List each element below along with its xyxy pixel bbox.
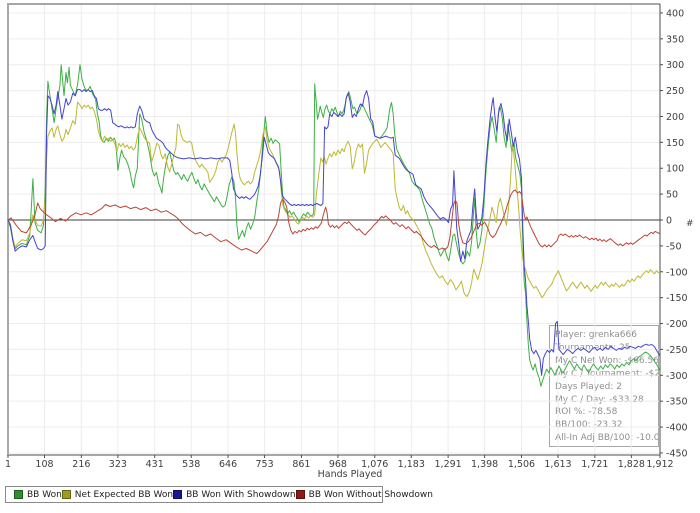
y-tick-label: -450 <box>666 448 688 459</box>
tooltip-stat-line: Tournaments: 25 <box>555 342 631 353</box>
legend-item-bb-won[interactable]: BB Won <box>14 490 62 500</box>
series-line-net-expected-bb-won <box>7 101 661 299</box>
legend-swatch-icon <box>14 490 23 499</box>
y-tick-label: 50 <box>666 190 678 201</box>
tooltip-stat-line: Days Played: 2 <box>555 381 622 392</box>
y-tick-label: -250 <box>666 345 688 356</box>
x-axis-title: Hands Played <box>317 469 383 480</box>
y-tick-label: -300 <box>666 371 688 382</box>
legend-label: BB Won <box>27 489 62 500</box>
legend-item-bb-won-without-showdown[interactable]: BB Won Without Showdown <box>295 489 433 500</box>
series-line-bb-won-without-showdown <box>7 189 661 255</box>
y-tick-label: 400 <box>666 8 684 19</box>
y-tick-label: 300 <box>666 60 684 71</box>
tooltip-stat-line: Player: grenka666 <box>555 330 637 340</box>
legend-item-net-expected-bb-won[interactable]: Net Expected BB Won <box>61 489 174 500</box>
tooltip-stat-line: My C / Day: -$33.28 <box>555 394 644 405</box>
legend-label: BB Won Without Showdown <box>308 489 433 500</box>
y-tick-label: -350 <box>666 397 688 408</box>
y-tick-label: 250 <box>666 86 684 97</box>
tooltip-stat-line: My C / Tournament: -$2.66 <box>555 368 659 379</box>
legend-swatch-icon <box>173 490 183 499</box>
y-tick-label: 200 <box>666 112 684 123</box>
y-tick-label: 150 <box>666 138 684 149</box>
player-stats-tooltip: Player: grenka666 Tournaments: 25 My C Net… <box>549 325 659 447</box>
tooltip-stat-line: BB/100: -23.32 <box>555 420 623 431</box>
tooltip-stat-line: All-In Adj BB/100: -10.01 <box>555 433 659 444</box>
y-tick-label: -100 <box>666 267 688 278</box>
y-tick-label: 100 <box>666 164 684 175</box>
legend-swatch-icon <box>295 490 305 499</box>
legend-label: Net Expected BB Won <box>74 489 174 500</box>
legend-swatch-icon <box>61 490 71 499</box>
y-tick-label: -200 <box>666 319 688 330</box>
y-tick-label: -400 <box>666 423 688 434</box>
y-tick-label: -150 <box>666 293 688 304</box>
y-tick-label: -50 <box>666 241 682 252</box>
tooltip-stat-line: ROI %: -78.58 <box>555 407 618 418</box>
chart-legend: BB Won Net Expected BB Won BB Won With Sho… <box>5 486 433 503</box>
y-axis-title: # <box>686 219 694 229</box>
y-tick-label: 350 <box>666 34 684 45</box>
legend-label: BB Won With Showdown <box>186 489 296 500</box>
y-tick-label: 0 <box>666 216 672 227</box>
tooltip-stat-line: My C Net Won: -$66.56 <box>555 355 659 366</box>
legend-item-bb-won-with-showdown[interactable]: BB Won With Showdown <box>173 490 296 500</box>
